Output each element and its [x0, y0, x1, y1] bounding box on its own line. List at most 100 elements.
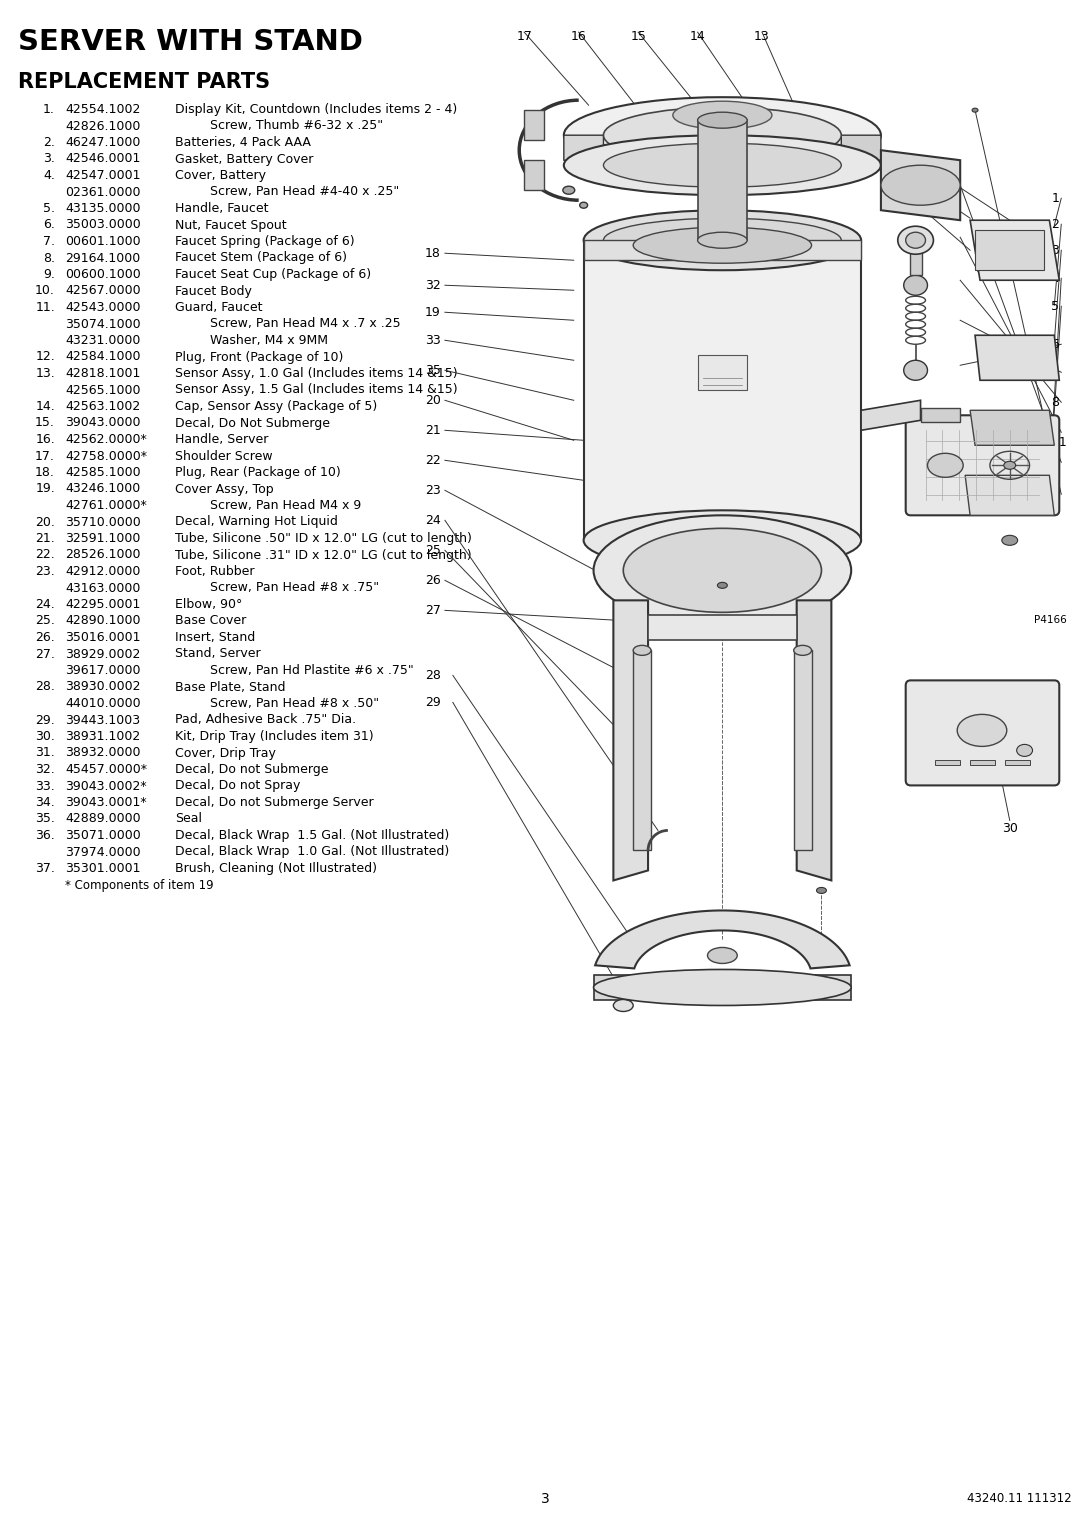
Text: 32.: 32.: [35, 764, 54, 776]
Ellipse shape: [564, 97, 881, 173]
Text: 28.: 28.: [35, 680, 54, 694]
Text: 1: 1: [1052, 192, 1059, 205]
Text: 36.: 36.: [35, 829, 54, 842]
Text: 2.: 2.: [44, 136, 54, 148]
Text: 6.: 6.: [44, 218, 54, 232]
Text: 22: 22: [425, 454, 440, 467]
Text: Cap, Sensor Assy (Package of 5): Cap, Sensor Assy (Package of 5): [175, 400, 377, 414]
Ellipse shape: [564, 135, 881, 195]
Text: 17.: 17.: [35, 450, 54, 462]
Text: 42546.0001: 42546.0001: [65, 153, 141, 165]
Text: 12.: 12.: [35, 350, 54, 364]
Text: 42543.0000: 42543.0000: [65, 301, 141, 314]
Text: 00600.1000: 00600.1000: [65, 268, 141, 280]
Polygon shape: [595, 911, 849, 968]
Ellipse shape: [972, 108, 978, 112]
Text: 42562.0000*: 42562.0000*: [65, 433, 147, 445]
FancyBboxPatch shape: [906, 415, 1059, 515]
Text: 29.: 29.: [35, 714, 54, 727]
Text: Kit, Drip Tray (Includes item 31): Kit, Drip Tray (Includes item 31): [175, 730, 374, 742]
Bar: [633, 650, 651, 850]
Ellipse shape: [604, 108, 841, 164]
Text: Decal, Warning Hot Liquid: Decal, Warning Hot Liquid: [175, 515, 338, 529]
Ellipse shape: [717, 582, 727, 588]
Text: Display Kit, Countdown (Includes items 2 - 4): Display Kit, Countdown (Includes items 2…: [175, 103, 457, 117]
Text: Tube, Silicone .50" ID x 12.0" LG (cut to length): Tube, Silicone .50" ID x 12.0" LG (cut t…: [175, 532, 472, 545]
Text: Decal, Do Not Submerge: Decal, Do Not Submerge: [175, 417, 330, 429]
Ellipse shape: [794, 645, 812, 656]
Text: Decal, Black Wrap  1.0 Gal. (Not Illustrated): Decal, Black Wrap 1.0 Gal. (Not Illustra…: [175, 845, 449, 859]
Text: 23.: 23.: [35, 565, 54, 579]
Text: 42912.0000: 42912.0000: [65, 565, 141, 579]
Text: Faucet Seat Cup (Package of 6): Faucet Seat Cup (Package of 6): [175, 268, 371, 280]
Polygon shape: [976, 335, 1059, 380]
Bar: [976, 230, 1044, 270]
Text: 33: 33: [425, 333, 440, 347]
Ellipse shape: [1002, 535, 1018, 545]
Text: 35.: 35.: [35, 812, 54, 826]
Text: 8.: 8.: [43, 251, 54, 265]
Ellipse shape: [633, 645, 651, 656]
Ellipse shape: [1017, 744, 1032, 756]
Text: Faucet Stem (Package of 6): Faucet Stem (Package of 6): [175, 251, 347, 265]
Ellipse shape: [698, 112, 747, 129]
Text: 42585.1000: 42585.1000: [65, 467, 141, 479]
Text: Pad, Adhesive Back .75" Dia.: Pad, Adhesive Back .75" Dia.: [175, 714, 356, 727]
Text: Faucet Body: Faucet Body: [175, 285, 252, 297]
Text: Guard, Faucet: Guard, Faucet: [175, 301, 263, 314]
Text: Decal, Black Wrap  1.5 Gal. (Not Illustrated): Decal, Black Wrap 1.5 Gal. (Not Illustra…: [175, 829, 449, 842]
Text: 15.: 15.: [35, 417, 54, 429]
Text: Faucet Spring (Package of 6): Faucet Spring (Package of 6): [175, 235, 354, 248]
Text: 43240.11 111312: 43240.11 111312: [968, 1492, 1071, 1504]
Polygon shape: [970, 220, 1059, 280]
Text: 4.: 4.: [44, 170, 54, 182]
Ellipse shape: [623, 529, 822, 612]
Text: Screw, Pan Head #4-40 x .25": Screw, Pan Head #4-40 x .25": [210, 185, 399, 198]
Text: 27: 27: [425, 604, 441, 617]
Text: 39617.0000: 39617.0000: [65, 664, 141, 677]
Text: Decal, Do not Spray: Decal, Do not Spray: [175, 780, 301, 792]
Text: 34.: 34.: [35, 795, 54, 809]
Text: 30: 30: [1002, 823, 1018, 835]
Text: Screw, Pan Head M4 x 9: Screw, Pan Head M4 x 9: [210, 498, 361, 512]
Ellipse shape: [562, 186, 574, 194]
Text: 34: 34: [929, 159, 944, 171]
Text: 42818.1001: 42818.1001: [65, 367, 141, 380]
Text: Foot, Rubber: Foot, Rubber: [175, 565, 254, 579]
Text: 35003.0000: 35003.0000: [65, 218, 141, 232]
Polygon shape: [797, 600, 832, 880]
Text: 35071.0000: 35071.0000: [65, 829, 141, 842]
Ellipse shape: [707, 947, 737, 964]
Text: 13.: 13.: [35, 367, 54, 380]
Text: 37974.0000: 37974.0000: [65, 845, 141, 859]
Text: Cover, Drip Tray: Cover, Drip Tray: [175, 747, 276, 759]
Text: 35: 35: [425, 364, 441, 377]
Text: Washer, M4 x 9MM: Washer, M4 x 9MM: [210, 333, 328, 347]
Text: 9.: 9.: [44, 268, 54, 280]
Text: 3.: 3.: [44, 153, 54, 165]
Text: 39043.0001*: 39043.0001*: [65, 795, 147, 809]
Polygon shape: [524, 161, 544, 191]
Polygon shape: [881, 150, 960, 220]
Ellipse shape: [594, 515, 851, 626]
Text: 25: 25: [425, 544, 441, 558]
Text: 10: 10: [1043, 456, 1059, 468]
Ellipse shape: [580, 201, 588, 208]
Text: 42584.1000: 42584.1000: [65, 350, 141, 364]
Text: 21: 21: [425, 424, 440, 436]
Text: 42563.1002: 42563.1002: [65, 400, 141, 414]
Text: 8: 8: [1051, 395, 1059, 409]
Text: 11: 11: [1043, 488, 1059, 501]
Text: 33.: 33.: [35, 780, 54, 792]
Bar: [921, 408, 960, 423]
Text: 6: 6: [1052, 338, 1059, 351]
Text: 30.: 30.: [35, 730, 54, 742]
Text: 43135.0000: 43135.0000: [65, 201, 141, 215]
Text: 3: 3: [541, 1492, 549, 1506]
Text: Screw, Pan Hd Plastite #6 x .75": Screw, Pan Hd Plastite #6 x .75": [210, 664, 414, 677]
Text: 26.: 26.: [35, 632, 54, 644]
Text: 2: 2: [1052, 218, 1059, 230]
Text: SERVER WITH STAND: SERVER WITH STAND: [19, 27, 363, 56]
Text: 9: 9: [1052, 426, 1059, 439]
Bar: [910, 250, 921, 276]
